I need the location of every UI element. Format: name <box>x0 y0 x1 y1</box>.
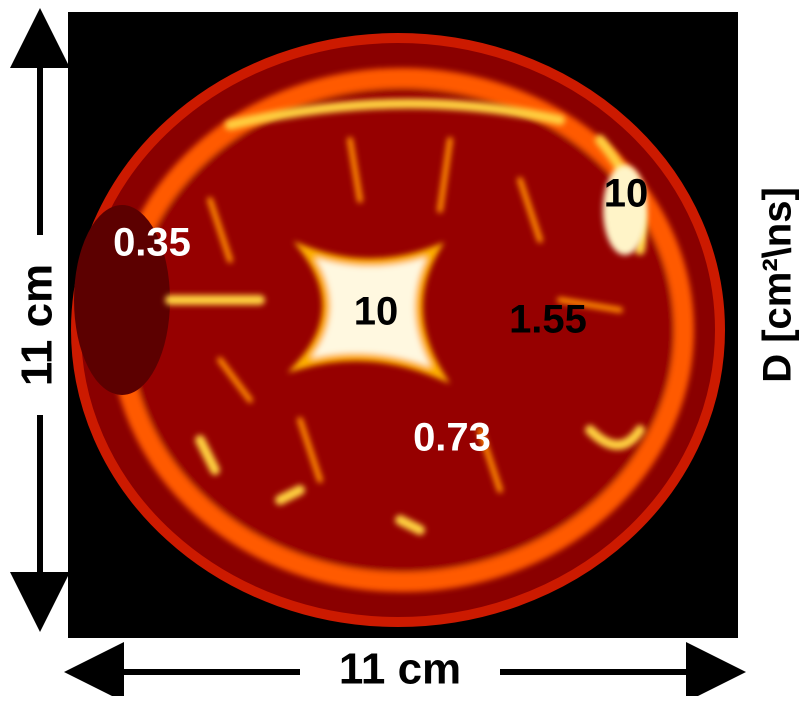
page: 0.35 10 10 1.55 0.73 11 cm 11 cm D [cm²\… <box>0 0 808 696</box>
annotation: 0.35 <box>113 221 191 265</box>
colorbar-label: D [cm²\ns] <box>756 187 800 383</box>
annotation: 10 <box>604 172 649 216</box>
x-label: 11 cm <box>339 645 461 694</box>
y-label: 11 cm <box>13 264 62 386</box>
annotation: 10 <box>354 290 399 334</box>
figure: 0.35 10 10 1.55 0.73 11 cm 11 cm D [cm²\… <box>0 0 808 696</box>
annotation: 1.55 <box>509 298 587 342</box>
annotation: 0.73 <box>413 416 491 460</box>
